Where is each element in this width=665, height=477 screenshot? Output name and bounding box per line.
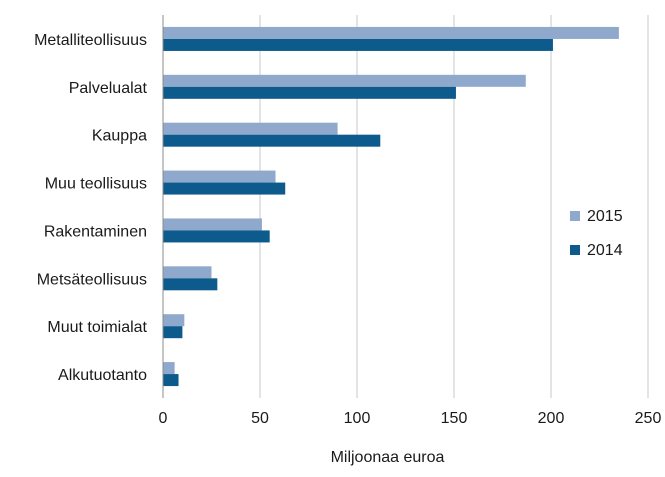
bar-2015-7: [163, 314, 185, 327]
x-tick-label-250: 250: [635, 410, 662, 427]
category-label-3: Kauppa: [92, 128, 147, 145]
bar-2014-2: [163, 86, 456, 99]
bar-2014-7: [163, 326, 183, 339]
bar-2015-6: [163, 266, 212, 279]
bar-2015-2: [163, 74, 526, 87]
category-label-8: Alkutuotanto: [58, 367, 147, 384]
legend-swatch-2014: [570, 245, 580, 255]
x-axis-title: Miljoonaa euroa: [331, 449, 445, 466]
bars: [163, 26, 619, 387]
legend-swatch-2015: [570, 211, 580, 221]
category-label-4: Muu teollisuus: [45, 176, 147, 193]
gridlines: [259, 15, 649, 398]
category-label-1: Metalliteollisuus: [34, 32, 147, 49]
x-tick-label-50: 50: [251, 410, 269, 427]
bar-2015-8: [163, 362, 175, 375]
bar-2015-3: [163, 122, 338, 135]
category-label-2: Palvelualat: [69, 80, 148, 97]
bar-2014-1: [163, 38, 553, 51]
x-tick-label-150: 150: [441, 410, 468, 427]
legend: 2015 2014: [570, 208, 623, 259]
legend-label-2015: 2015: [587, 208, 623, 225]
bar-2014-6: [163, 278, 218, 291]
legend-label-2014: 2014: [587, 242, 623, 259]
x-tick-label-100: 100: [344, 410, 371, 427]
bar-2015-5: [163, 218, 262, 231]
x-tick-label-200: 200: [538, 410, 565, 427]
x-tick-label-0: 0: [159, 410, 168, 427]
bar-2014-5: [163, 230, 270, 243]
category-label-5: Rakentaminen: [44, 223, 147, 240]
bar-2014-3: [163, 134, 381, 147]
category-label-6: Metsäteollisuus: [37, 271, 147, 288]
bar-2014-4: [163, 182, 286, 195]
bar-2015-4: [163, 170, 276, 183]
category-labels: Metalliteollisuus Palvelualat Kauppa Muu te…: [34, 32, 147, 384]
bar-2014-8: [163, 374, 179, 387]
x-tick-labels: 0 50 100 150 200 250: [159, 410, 662, 427]
bar-2015-1: [163, 26, 619, 39]
category-label-7: Muut toimialat: [47, 319, 147, 336]
